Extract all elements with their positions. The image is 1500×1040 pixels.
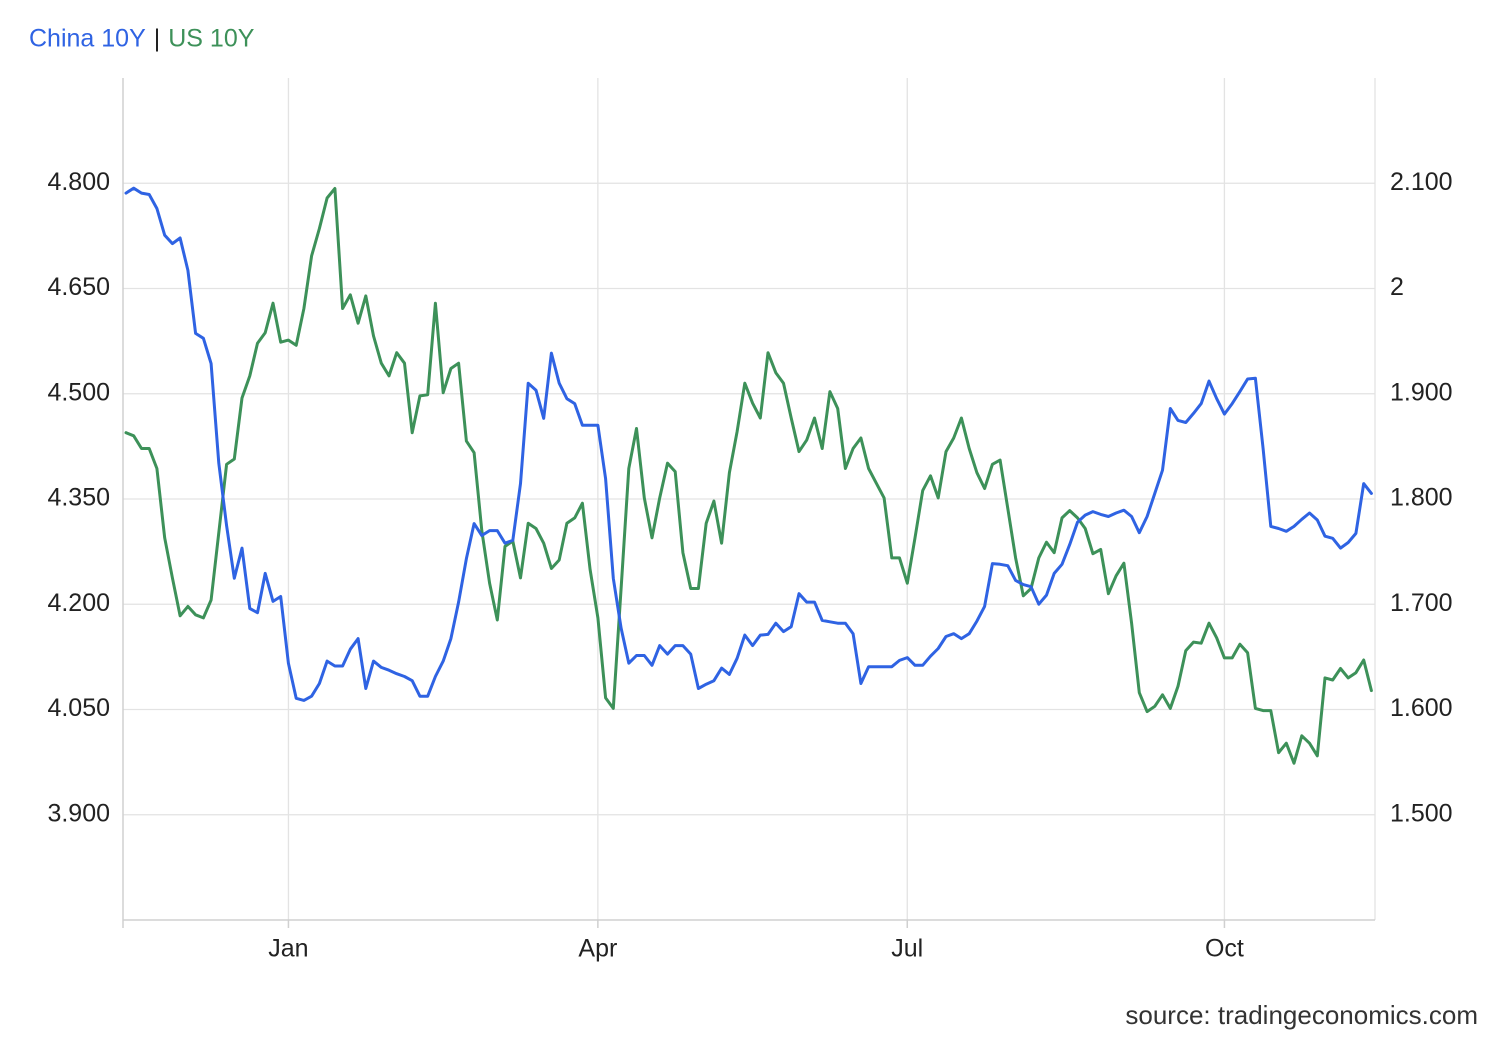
x-tick-label: Apr xyxy=(578,935,617,963)
y2-tick-label: 1.500 xyxy=(1390,799,1453,827)
y2-tick-label: 2.100 xyxy=(1390,168,1453,196)
y-tick-label: 4.200 xyxy=(47,589,110,617)
legend-entry: China 10Y xyxy=(29,25,146,53)
y-tick-label: 4.650 xyxy=(47,273,110,301)
y2-tick-label: 2 xyxy=(1390,273,1404,301)
legend-separator: | xyxy=(154,25,161,53)
y-tick-label: 3.900 xyxy=(47,799,110,827)
y-tick-label: 4.800 xyxy=(47,168,110,196)
series-line xyxy=(124,186,1373,702)
legend-entry: US 10Y xyxy=(168,25,254,53)
legend: China 10Y | US 10Y xyxy=(29,25,255,53)
y-tick-label: 4.350 xyxy=(47,484,110,512)
y-tick-label: 4.050 xyxy=(47,694,110,722)
y-tick-label: 4.500 xyxy=(47,378,110,406)
y2-tick-label: 1.900 xyxy=(1390,378,1453,406)
x-tick-label: Oct xyxy=(1205,935,1244,963)
x-tick-label: Jan xyxy=(268,935,308,963)
y2-tick-label: 1.700 xyxy=(1390,589,1453,617)
y2-tick-label: 1.800 xyxy=(1390,484,1453,512)
series-line xyxy=(124,187,1373,765)
source-note: source: tradingeconomics.com xyxy=(1125,1000,1478,1030)
x-tick-label: Jul xyxy=(891,935,923,963)
y2-tick-label: 1.600 xyxy=(1390,694,1453,722)
